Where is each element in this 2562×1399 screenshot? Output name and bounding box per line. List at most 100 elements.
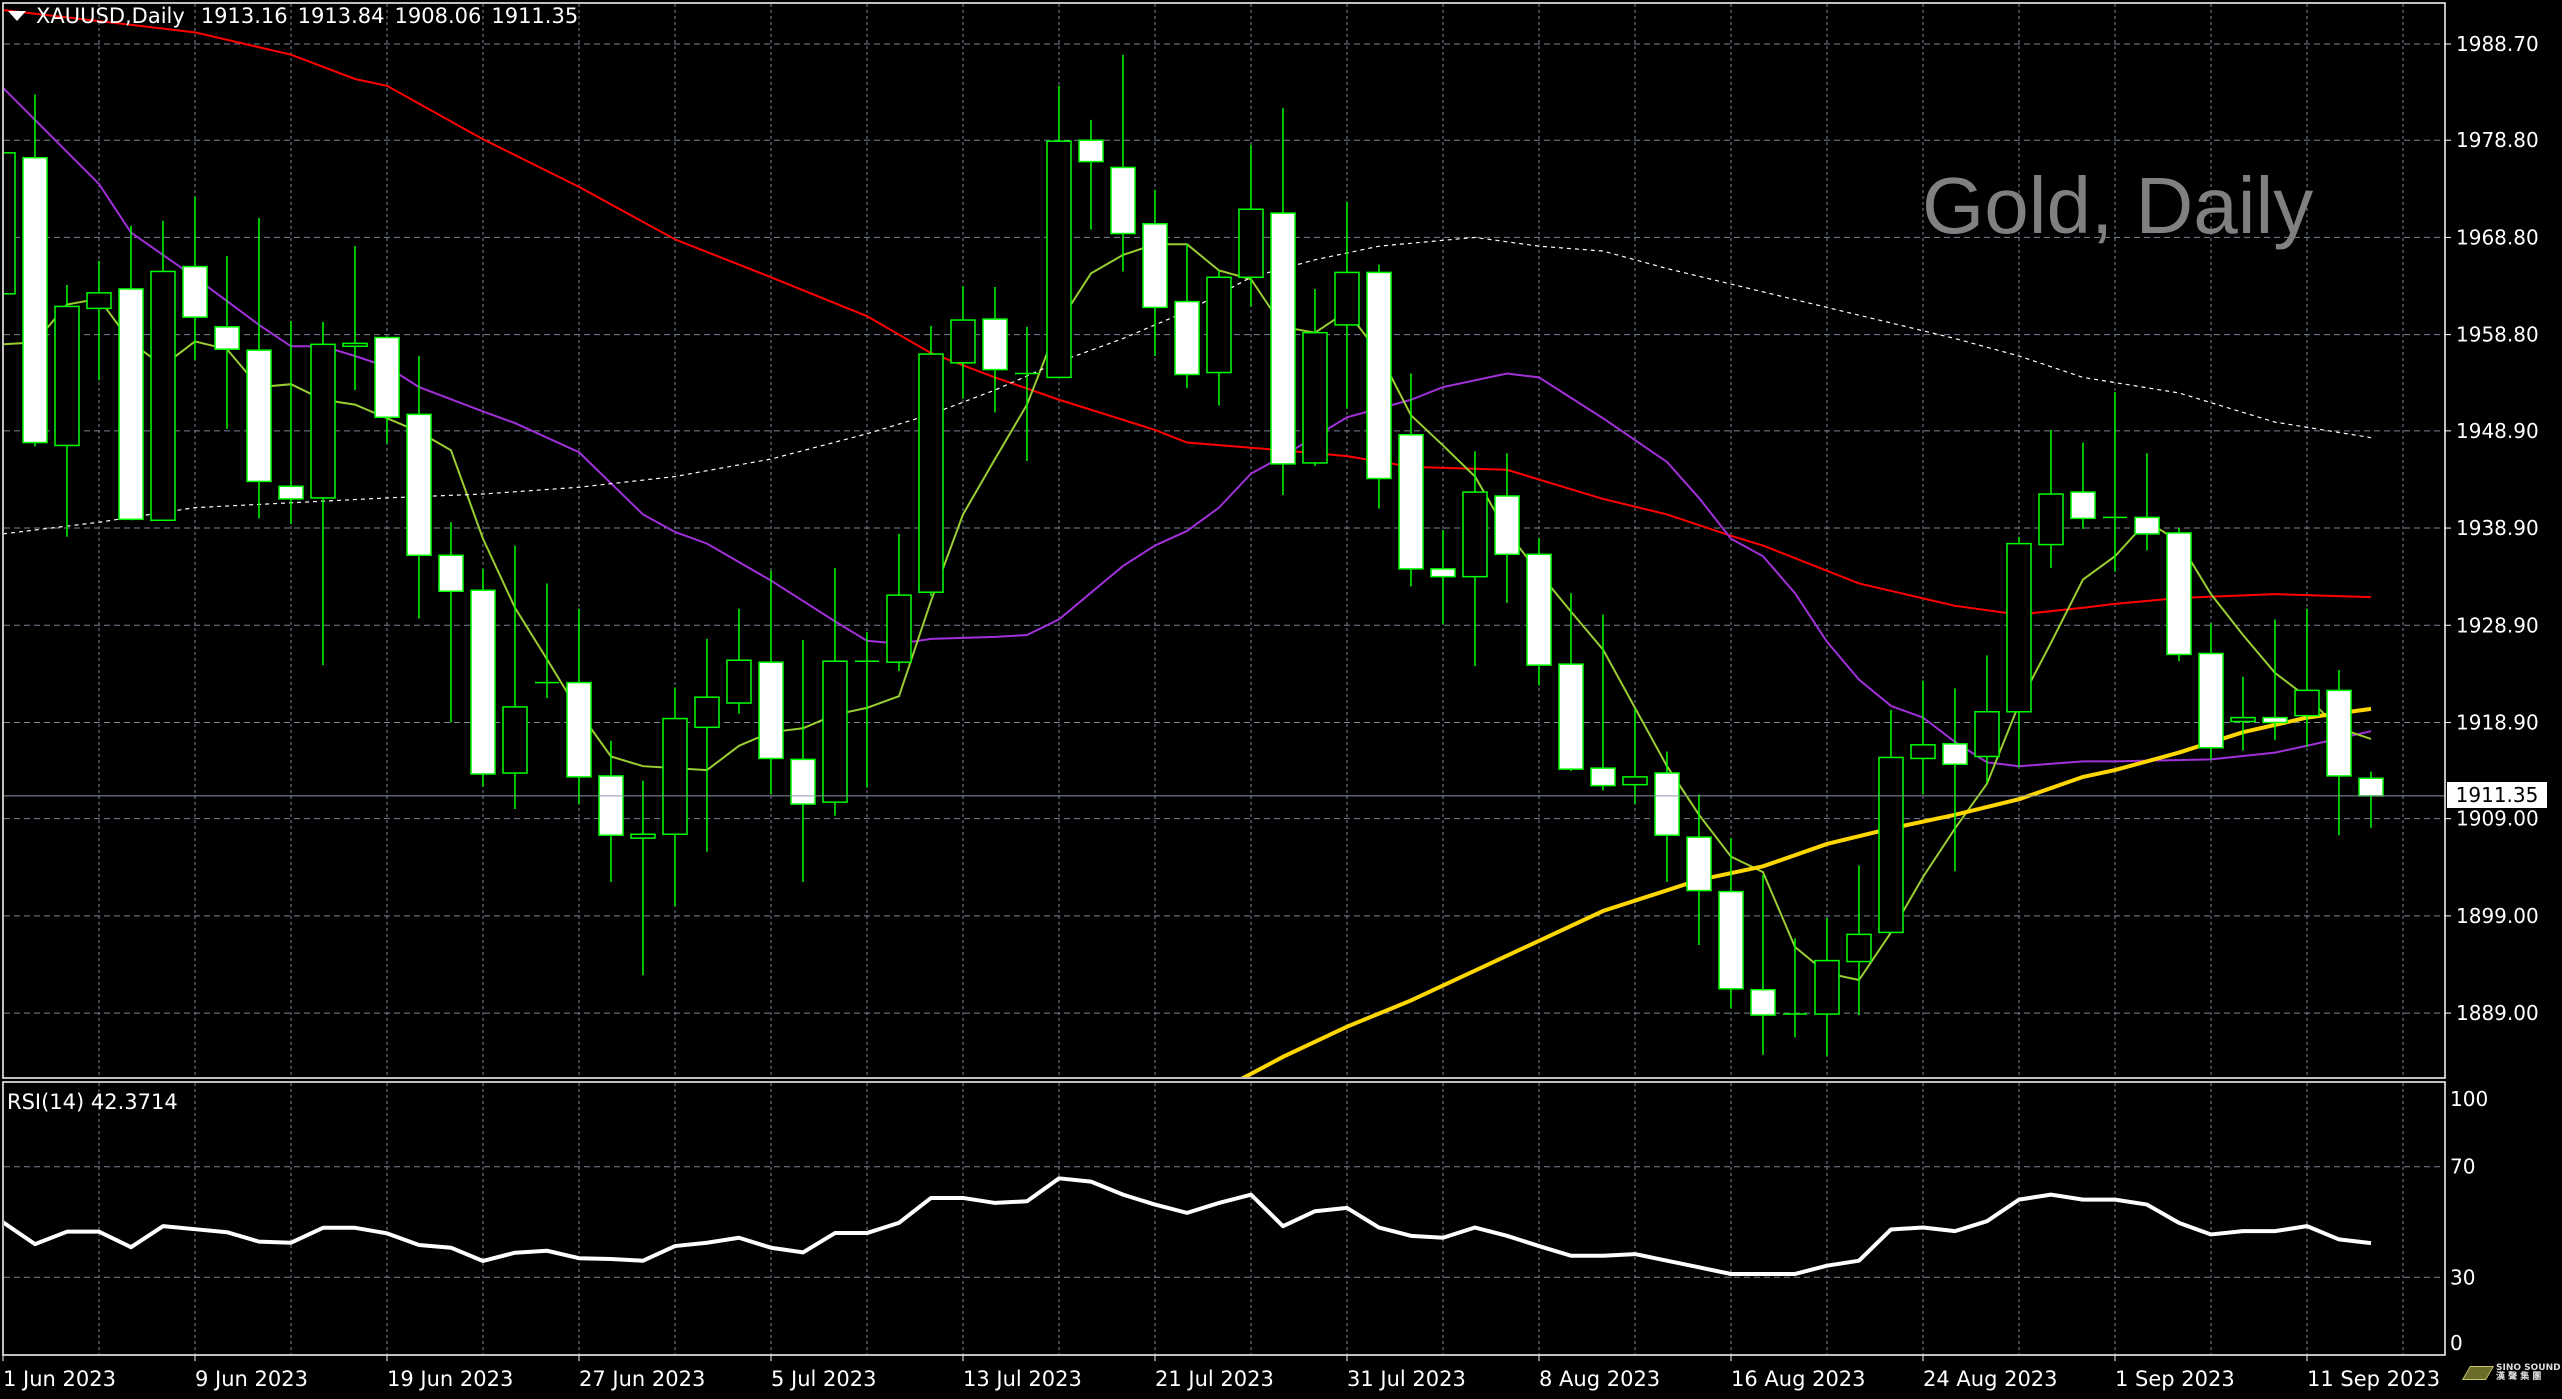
candle-body: [214, 326, 240, 350]
candle: [1462, 451, 1488, 667]
candle: [1622, 708, 1648, 805]
candle-body: [2134, 516, 2160, 535]
candle-body: [2262, 716, 2288, 724]
candle-body: [4, 152, 16, 295]
date-tick-label: 31 Jul 2023: [1347, 1367, 1466, 1391]
current-price-tag: 1911.35: [2447, 782, 2547, 808]
candle: [1783, 938, 1807, 1038]
price-tick-label: 1968.80: [2456, 225, 2539, 249]
candle-body: [438, 554, 464, 592]
candle: [1366, 264, 1392, 509]
candle: [1174, 244, 1200, 389]
candle: [246, 217, 272, 519]
candle-body: [630, 833, 656, 839]
candle-body: [1718, 890, 1744, 990]
price-tick-label: 1889.00: [2456, 1001, 2539, 1025]
candle-body: [1942, 743, 1968, 766]
candle-body: [150, 270, 176, 522]
candle-body: [2006, 542, 2032, 713]
candle-body: [950, 319, 976, 364]
candle: [630, 780, 656, 976]
price-tick-label: 1948.90: [2456, 419, 2539, 443]
candle-body: [2166, 532, 2192, 656]
candle: [1142, 189, 1168, 357]
candle: [1974, 655, 2000, 783]
candle-body: [982, 318, 1008, 371]
candle: [1430, 530, 1456, 625]
dropdown-triangle-icon[interactable]: [8, 11, 26, 21]
candle: [86, 260, 112, 381]
candle-body: [598, 775, 624, 836]
candle-body: [278, 485, 304, 500]
candle-body: [2294, 689, 2320, 717]
candle: [1302, 288, 1328, 466]
candle-body: [1334, 271, 1360, 326]
candle-body: [822, 660, 848, 803]
candle: [1654, 751, 1680, 882]
candle: [726, 608, 752, 714]
price-tick-label: 1988.70: [2456, 32, 2539, 56]
candle: [1398, 373, 1424, 587]
symbol-timeframe: XAUUSD,Daily: [36, 4, 185, 28]
candle-body: [1814, 959, 1840, 1015]
date-tick-label: 16 Aug 2023: [1731, 1367, 1866, 1391]
candle: [182, 196, 208, 360]
candle-body: [22, 156, 48, 444]
candle: [2006, 536, 2032, 768]
candle: [1558, 593, 1584, 772]
date-axis[interactable]: 1 Jun 2023 9 Jun 2023 19 Jun 2023 27 Jun 20…: [2, 1355, 2440, 1391]
candle: [2134, 453, 2160, 551]
candle: [310, 321, 336, 666]
logo-diamond-icon: [2461, 1366, 2495, 1380]
price-axis[interactable]: 1988.70 1978.80 1968.80 1958.80 1948.90 1938.…: [2445, 32, 2539, 1025]
rsi-tick-label: 0: [2450, 1331, 2463, 1355]
high-value: 1913.84: [297, 4, 385, 28]
candle-body: [2198, 652, 2224, 749]
candle-body: [1846, 933, 1872, 963]
candle: [1910, 680, 1936, 795]
candle: [918, 325, 944, 597]
date-tick-label: 13 Jul 2023: [963, 1367, 1082, 1391]
candle: [1814, 917, 1840, 1056]
candle-body: [662, 717, 688, 835]
candle: [1526, 537, 1552, 686]
candle-body: [1590, 767, 1616, 787]
candle-body: [502, 706, 528, 774]
candle-body: [1110, 166, 1136, 235]
candle-body: [726, 659, 752, 704]
candle: [1590, 614, 1616, 791]
rsi-tick-label: 70: [2450, 1155, 2475, 1179]
candle-body: [1174, 300, 1200, 376]
candle-body: [1974, 711, 2000, 758]
candle: [1334, 201, 1360, 409]
candle-body: [1558, 663, 1584, 770]
date-tick-label: 8 Aug 2023: [1539, 1367, 1660, 1391]
date-tick-label: 9 Jun 2023: [195, 1367, 308, 1391]
candle-body: [310, 343, 336, 499]
date-tick-label: 24 Aug 2023: [1923, 1367, 2058, 1391]
candle: [694, 638, 720, 852]
candle-body: [1878, 756, 1904, 934]
candle: [2358, 771, 2384, 828]
candle: [2198, 623, 2224, 760]
candles: [4, 54, 2384, 1056]
candle-body: [1046, 140, 1072, 379]
candle: [1238, 145, 1264, 307]
candle: [982, 287, 1008, 413]
candle-body: [118, 288, 144, 521]
rsi-tick-label: 100: [2450, 1087, 2488, 1111]
candle: [502, 545, 528, 809]
price-tick-label: 1938.90: [2456, 516, 2539, 540]
date-tick-label: 5 Jul 2023: [771, 1367, 877, 1391]
candle: [662, 687, 688, 907]
candle: [886, 533, 912, 671]
candle: [438, 522, 464, 723]
logo: SINO SOUND 漢 聲 集 團: [2461, 1364, 2561, 1382]
candle-body: [1142, 223, 1168, 309]
candle: [2262, 619, 2288, 740]
candle-body: [694, 696, 720, 729]
price-tick-label: 1918.90: [2456, 710, 2539, 734]
candle: [758, 570, 784, 795]
candle-body: [1366, 271, 1392, 480]
